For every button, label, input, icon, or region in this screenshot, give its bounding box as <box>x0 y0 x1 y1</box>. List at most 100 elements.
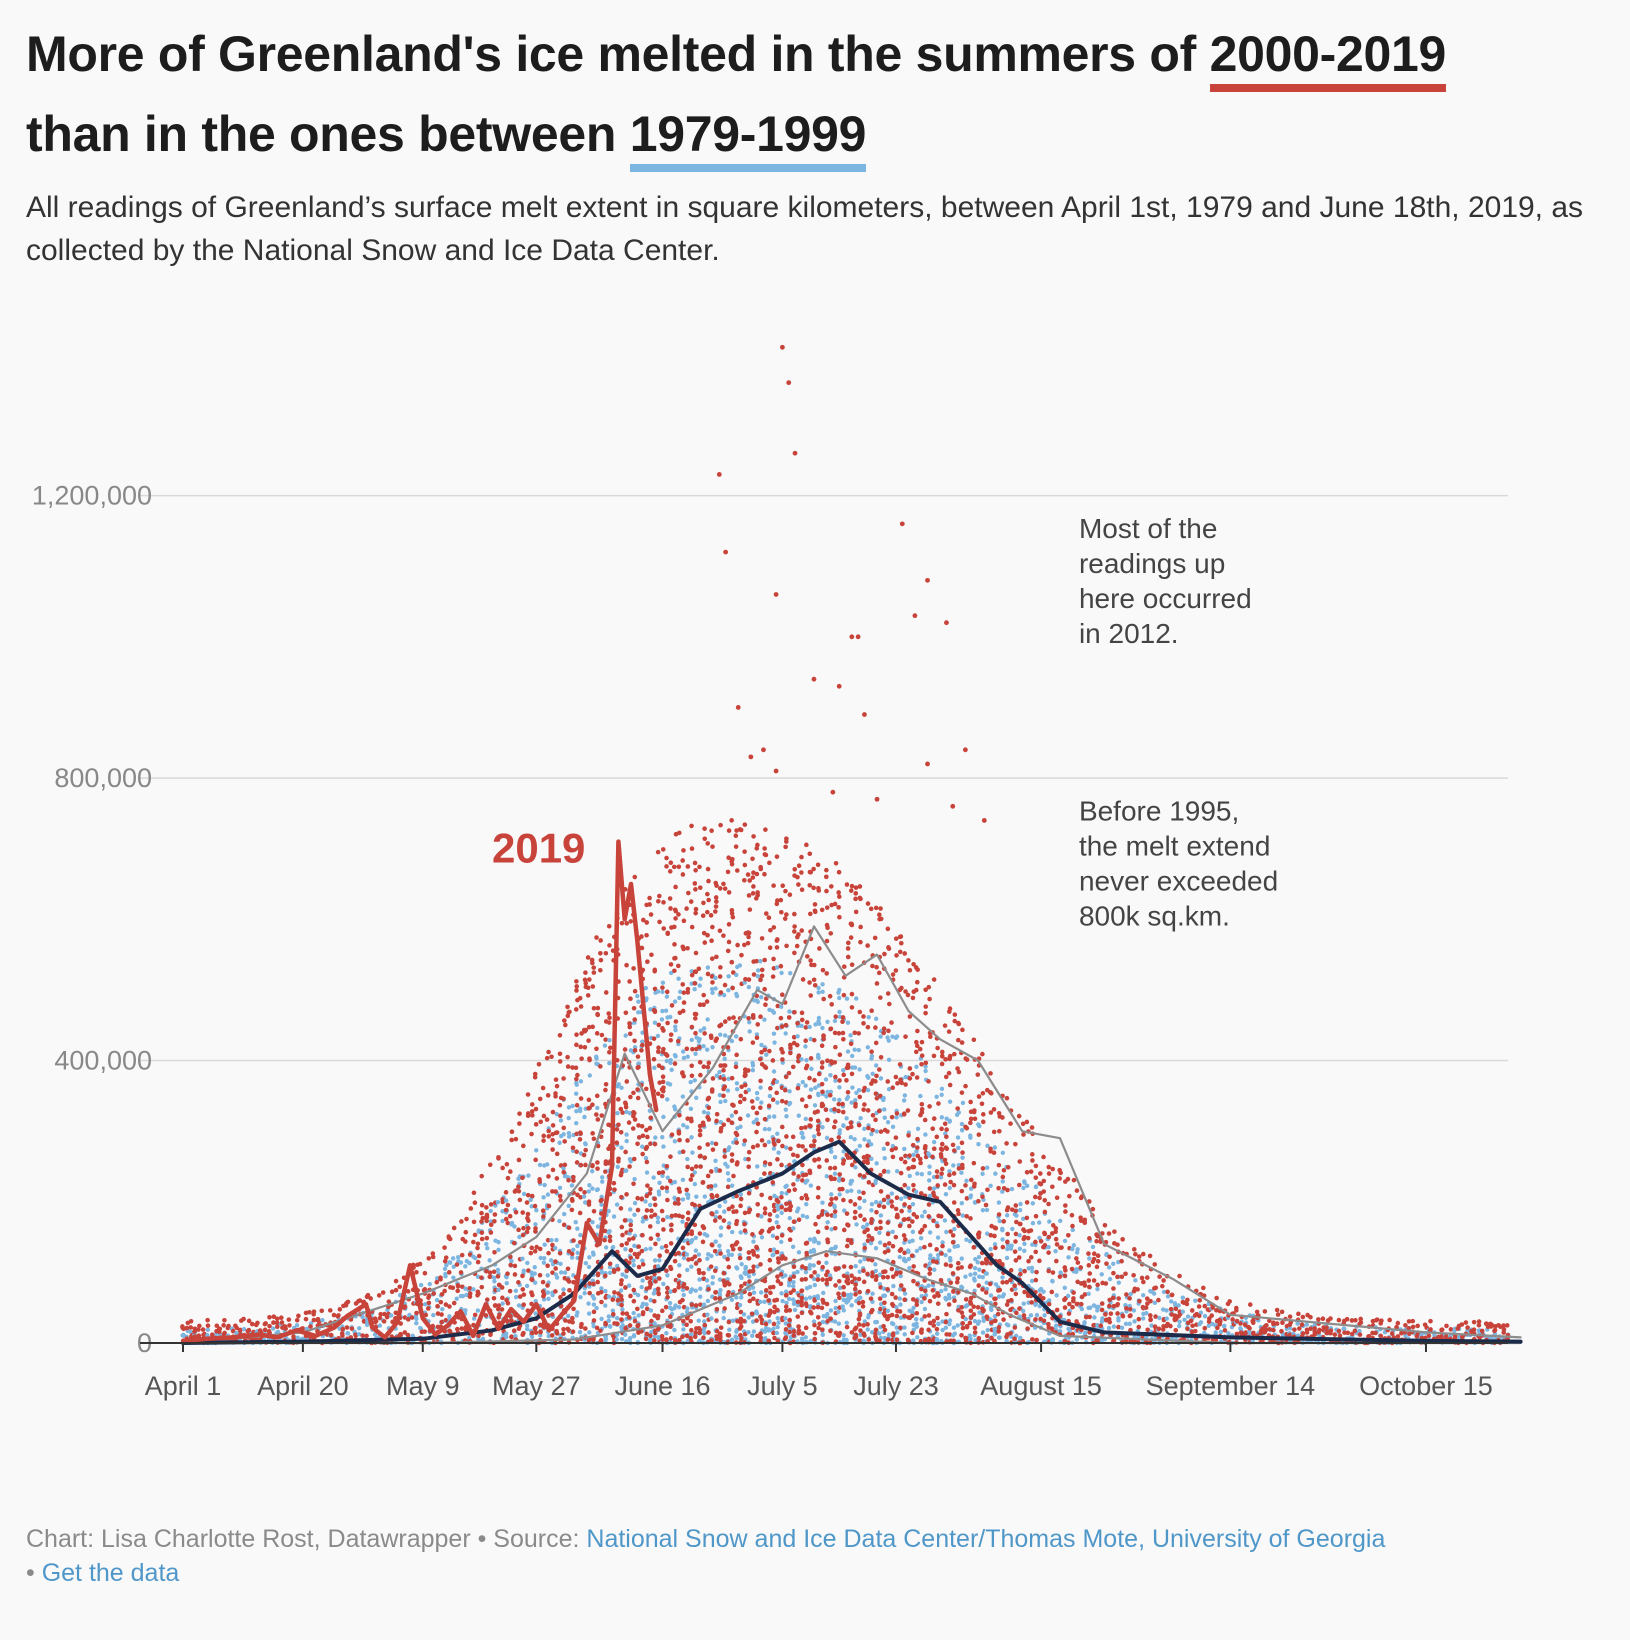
dot-2000-2019 <box>755 1022 761 1027</box>
dot-2000-2019 <box>618 1206 624 1211</box>
dot-2000-2019 <box>606 923 612 929</box>
dot-2000-2019 <box>459 1252 465 1258</box>
dot-2000-2019 <box>504 1297 509 1303</box>
dot-2000-2019 <box>397 1333 402 1339</box>
dot-1979-1999 <box>972 1318 978 1324</box>
dot-2000-2019 <box>911 1182 916 1188</box>
dot-2000-2019 <box>939 1061 945 1067</box>
dot-2000-2019 <box>684 1322 689 1328</box>
dot-2000-2019 <box>803 1125 808 1130</box>
dot-2000-2019 <box>549 1054 554 1060</box>
dot-1979-1999 <box>918 1093 923 1099</box>
dot-2000-2019 <box>878 1129 884 1134</box>
dot-2000-2019 <box>200 1327 206 1332</box>
dot-1979-1999 <box>504 1331 509 1336</box>
dot-2000-2019 <box>274 1320 280 1325</box>
dot-2000-2019 <box>721 1278 726 1283</box>
dot-2000-2019 <box>619 1194 624 1200</box>
dot-1979-1999 <box>775 1316 780 1321</box>
dot-2000-2019 <box>754 846 760 851</box>
dot-2000-2019 <box>869 1235 875 1241</box>
dot-1979-1999 <box>985 1231 990 1236</box>
dot-2000-2019 <box>738 1093 744 1099</box>
dot-2000-2019 <box>968 1116 974 1122</box>
dot-1979-1999 <box>804 1214 810 1220</box>
dot-2000-2019 <box>922 1296 927 1301</box>
dot-1979-1999 <box>631 1258 636 1263</box>
dot-2000-2019 <box>786 1188 792 1194</box>
dot-2000-2019 <box>714 1118 719 1124</box>
dot-2000-2019 <box>881 1030 886 1036</box>
dot-2000-2019 <box>558 1294 563 1300</box>
dot-1979-1999 <box>660 1008 665 1014</box>
dot-2000-2019 <box>590 984 596 989</box>
dot-1979-1999 <box>578 1079 584 1084</box>
dot-2000-2019 <box>943 1145 949 1150</box>
dot-2000-2019 <box>825 1318 830 1324</box>
dot-1979-1999 <box>856 1087 862 1093</box>
dot-1979-1999 <box>586 1264 592 1270</box>
dot-2000-2019 <box>657 1253 663 1258</box>
dot-2000-2019 <box>817 1321 822 1327</box>
dot-2000-2019 <box>619 1278 624 1283</box>
dot-2000-2019 <box>661 900 666 905</box>
dot-1979-1999 <box>710 1274 716 1280</box>
dot-1979-1999 <box>934 1336 940 1342</box>
dot-1979-1999 <box>795 1034 800 1039</box>
dot-2000-2019 <box>702 1322 708 1328</box>
dot-2000-2019 <box>869 1257 875 1263</box>
dot-1979-1999 <box>655 1215 661 1220</box>
dot-2000-2019 <box>968 1216 973 1221</box>
dot-1979-1999 <box>959 1285 965 1290</box>
dot-1979-1999 <box>692 987 697 992</box>
dot-2000-2019 <box>546 1250 551 1256</box>
dot-1979-1999 <box>959 1170 964 1175</box>
dot-2000-2019 <box>734 1218 740 1224</box>
dot-2000-2019 <box>455 1288 461 1294</box>
dot-2000-2019 <box>963 1083 968 1089</box>
dot-1979-1999 <box>931 1186 937 1191</box>
dot-2000-2019 <box>673 916 678 921</box>
dot-1979-1999 <box>574 1109 579 1114</box>
dot-2000-2019 <box>608 1045 613 1051</box>
dot-2000-2019 <box>529 1245 535 1251</box>
dot-2000-2019 <box>614 1140 620 1146</box>
dot-2000-2019 <box>852 1215 858 1221</box>
dot-2000-2019 <box>618 1293 624 1299</box>
dot-2000-2019 <box>692 1011 698 1017</box>
dot-2000-2019 <box>710 924 715 930</box>
dot-1979-1999 <box>610 1308 616 1313</box>
dot-1979-1999 <box>591 1302 597 1307</box>
dot-2000-2019 <box>886 1248 891 1254</box>
dot-2000-2019 <box>886 945 891 950</box>
dot-2000-2019 <box>565 1054 570 1060</box>
dot-1979-1999 <box>692 1181 698 1187</box>
dot-2000-2019 <box>631 1090 636 1096</box>
dot-2000-2019 <box>794 943 800 949</box>
dot-2000-2019 <box>876 1203 882 1208</box>
dot-2000-2019 <box>689 1024 695 1030</box>
dot-1979-1999 <box>578 1294 583 1300</box>
dot-2000-2019 <box>786 1323 792 1328</box>
dot-2000-2019 <box>526 1218 531 1224</box>
dot-2000-2019 <box>829 1196 834 1202</box>
dot-2000-2019 <box>192 1326 198 1332</box>
dot-1979-1999 <box>606 1294 612 1299</box>
dot-1979-1999 <box>959 1256 964 1261</box>
dot-2000-2019 <box>988 1232 994 1238</box>
dot-1979-1999 <box>484 1241 489 1247</box>
dot-1979-1999 <box>504 1334 509 1340</box>
dot-2000-2019 <box>689 1302 695 1307</box>
dot-2000-2019 <box>911 1212 917 1217</box>
dot-1979-1999 <box>836 1309 841 1315</box>
dot-1979-1999 <box>977 1274 982 1279</box>
dot-2000-2019 <box>554 1176 560 1181</box>
dot-1979-1999 <box>889 1321 895 1326</box>
dot-1979-1999 <box>718 1119 724 1125</box>
dot-2000-2019 <box>946 1302 952 1307</box>
dot-2000-2019 <box>856 1276 862 1282</box>
dot-1979-1999 <box>672 1195 677 1201</box>
dot-1979-1999 <box>894 1115 899 1120</box>
dot-2000-2019 <box>529 1330 535 1336</box>
dot-2000-2019 <box>571 1238 576 1243</box>
